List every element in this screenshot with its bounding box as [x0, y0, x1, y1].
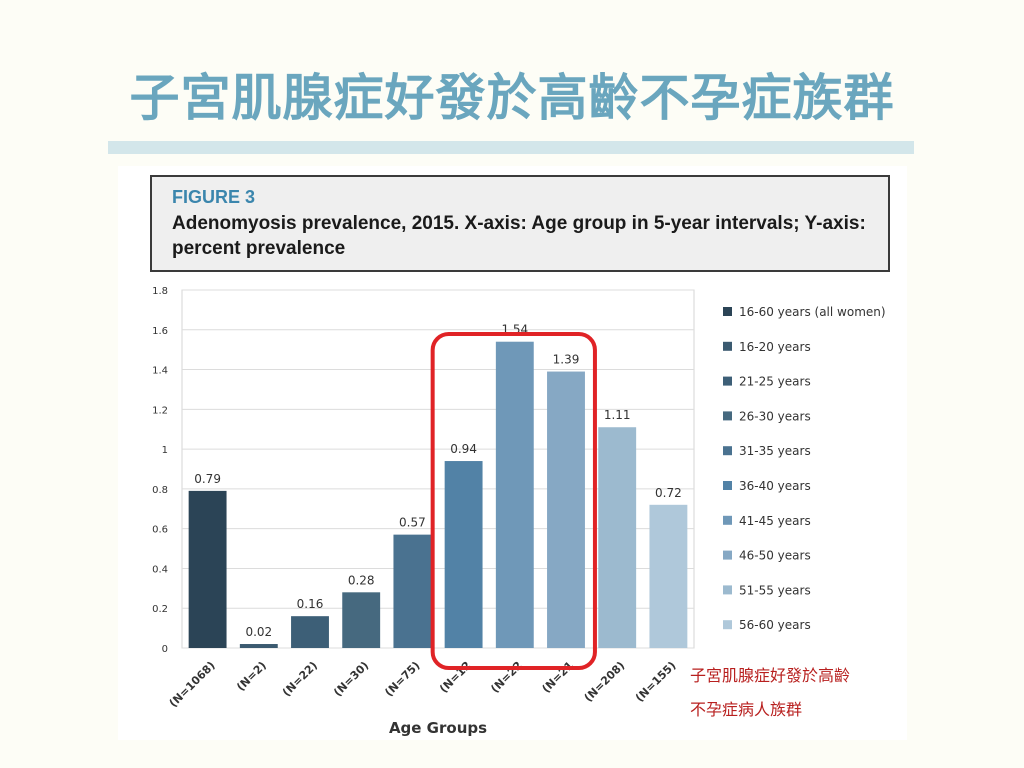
figure-header-box: FIGURE 3 Adenomyosis prevalence, 2015. X…	[150, 175, 890, 272]
x-tick-label: (N=30)	[331, 659, 371, 699]
annotation-note-line-1: 子宮肌腺症好發於高齡	[690, 666, 851, 685]
data-label: 0.02	[245, 625, 272, 639]
y-tick-label: 0.8	[152, 485, 168, 496]
legend-entry: 36-40 years	[739, 479, 811, 493]
legend-entry: 41-45 years	[739, 514, 811, 528]
legend-entry: 26-30 years	[739, 409, 811, 423]
title-underline	[108, 141, 914, 154]
legend-swatch	[723, 341, 732, 351]
y-tick-label: 1.6	[152, 326, 168, 337]
annotation-note-line-2: 不孕症病人族群	[690, 700, 803, 719]
bar	[393, 534, 432, 648]
legend-swatch	[723, 446, 732, 456]
legend-entry: 46-50 years	[739, 549, 811, 563]
legend-swatch	[723, 376, 732, 386]
bar	[495, 341, 534, 648]
data-label: 1.39	[553, 353, 580, 367]
y-tick-label: 1.4	[152, 366, 168, 377]
legend-swatch	[723, 307, 732, 316]
x-tick-label: (N=12	[437, 659, 474, 696]
bar	[444, 461, 483, 648]
data-label: 0.28	[348, 573, 375, 587]
figure-label: FIGURE 3	[172, 187, 256, 207]
y-tick-label: 1.2	[152, 405, 168, 416]
figure-caption: Adenomyosis prevalence, 2015. X-axis: Ag…	[172, 213, 866, 259]
bar	[188, 490, 227, 648]
data-label: 0.16	[297, 597, 324, 611]
legend-swatch	[723, 515, 732, 525]
data-label: 0.57	[399, 516, 426, 530]
legend-swatch	[723, 481, 732, 490]
bar	[239, 644, 278, 648]
x-tick-label: (N=22)	[280, 659, 320, 699]
legend-entry: 16-60 years (all women)	[739, 305, 886, 319]
x-tick-label: (N=21	[540, 659, 577, 696]
legend-entry: 16-20 years	[739, 340, 811, 354]
data-label: 0.72	[655, 486, 682, 500]
x-tick-label: (N=22	[488, 659, 525, 696]
legend-swatch	[723, 620, 732, 630]
legend-entry: 51-55 years	[739, 583, 811, 597]
data-label: 1.11	[604, 408, 631, 422]
legend-swatch	[723, 585, 732, 595]
x-tick-label: (N=75)	[382, 659, 422, 699]
y-tick-label: 0.6	[152, 525, 168, 536]
legend-entry: 21-25 years	[739, 375, 811, 389]
y-tick-label: 0	[162, 644, 168, 655]
bar	[598, 427, 637, 648]
legend-entry: 31-35 years	[739, 444, 811, 458]
bar	[547, 371, 585, 648]
x-axis-label: Age Groups	[389, 719, 487, 737]
y-tick-label: 0.4	[152, 564, 168, 575]
x-tick-label: (N=1068)	[167, 659, 218, 710]
legend-swatch	[723, 550, 732, 560]
y-tick-label: 1.8	[152, 286, 168, 297]
y-tick-label: 0.2	[152, 604, 168, 615]
data-label: 0.94	[450, 442, 477, 456]
highlight-box	[430, 332, 597, 670]
bar	[342, 592, 381, 648]
x-tick-label: (N=2)	[234, 659, 269, 694]
bar	[649, 504, 688, 648]
bar	[291, 616, 329, 648]
legend-entry: 56-60 years	[739, 618, 811, 632]
slide-title: 子宮肌腺症好發於高齡不孕症族群	[129, 69, 895, 127]
y-tick-label: 1	[162, 445, 168, 456]
data-label: 0.79	[194, 472, 221, 486]
legend-swatch	[723, 411, 732, 421]
x-tick-label: (N=155)	[633, 659, 679, 705]
